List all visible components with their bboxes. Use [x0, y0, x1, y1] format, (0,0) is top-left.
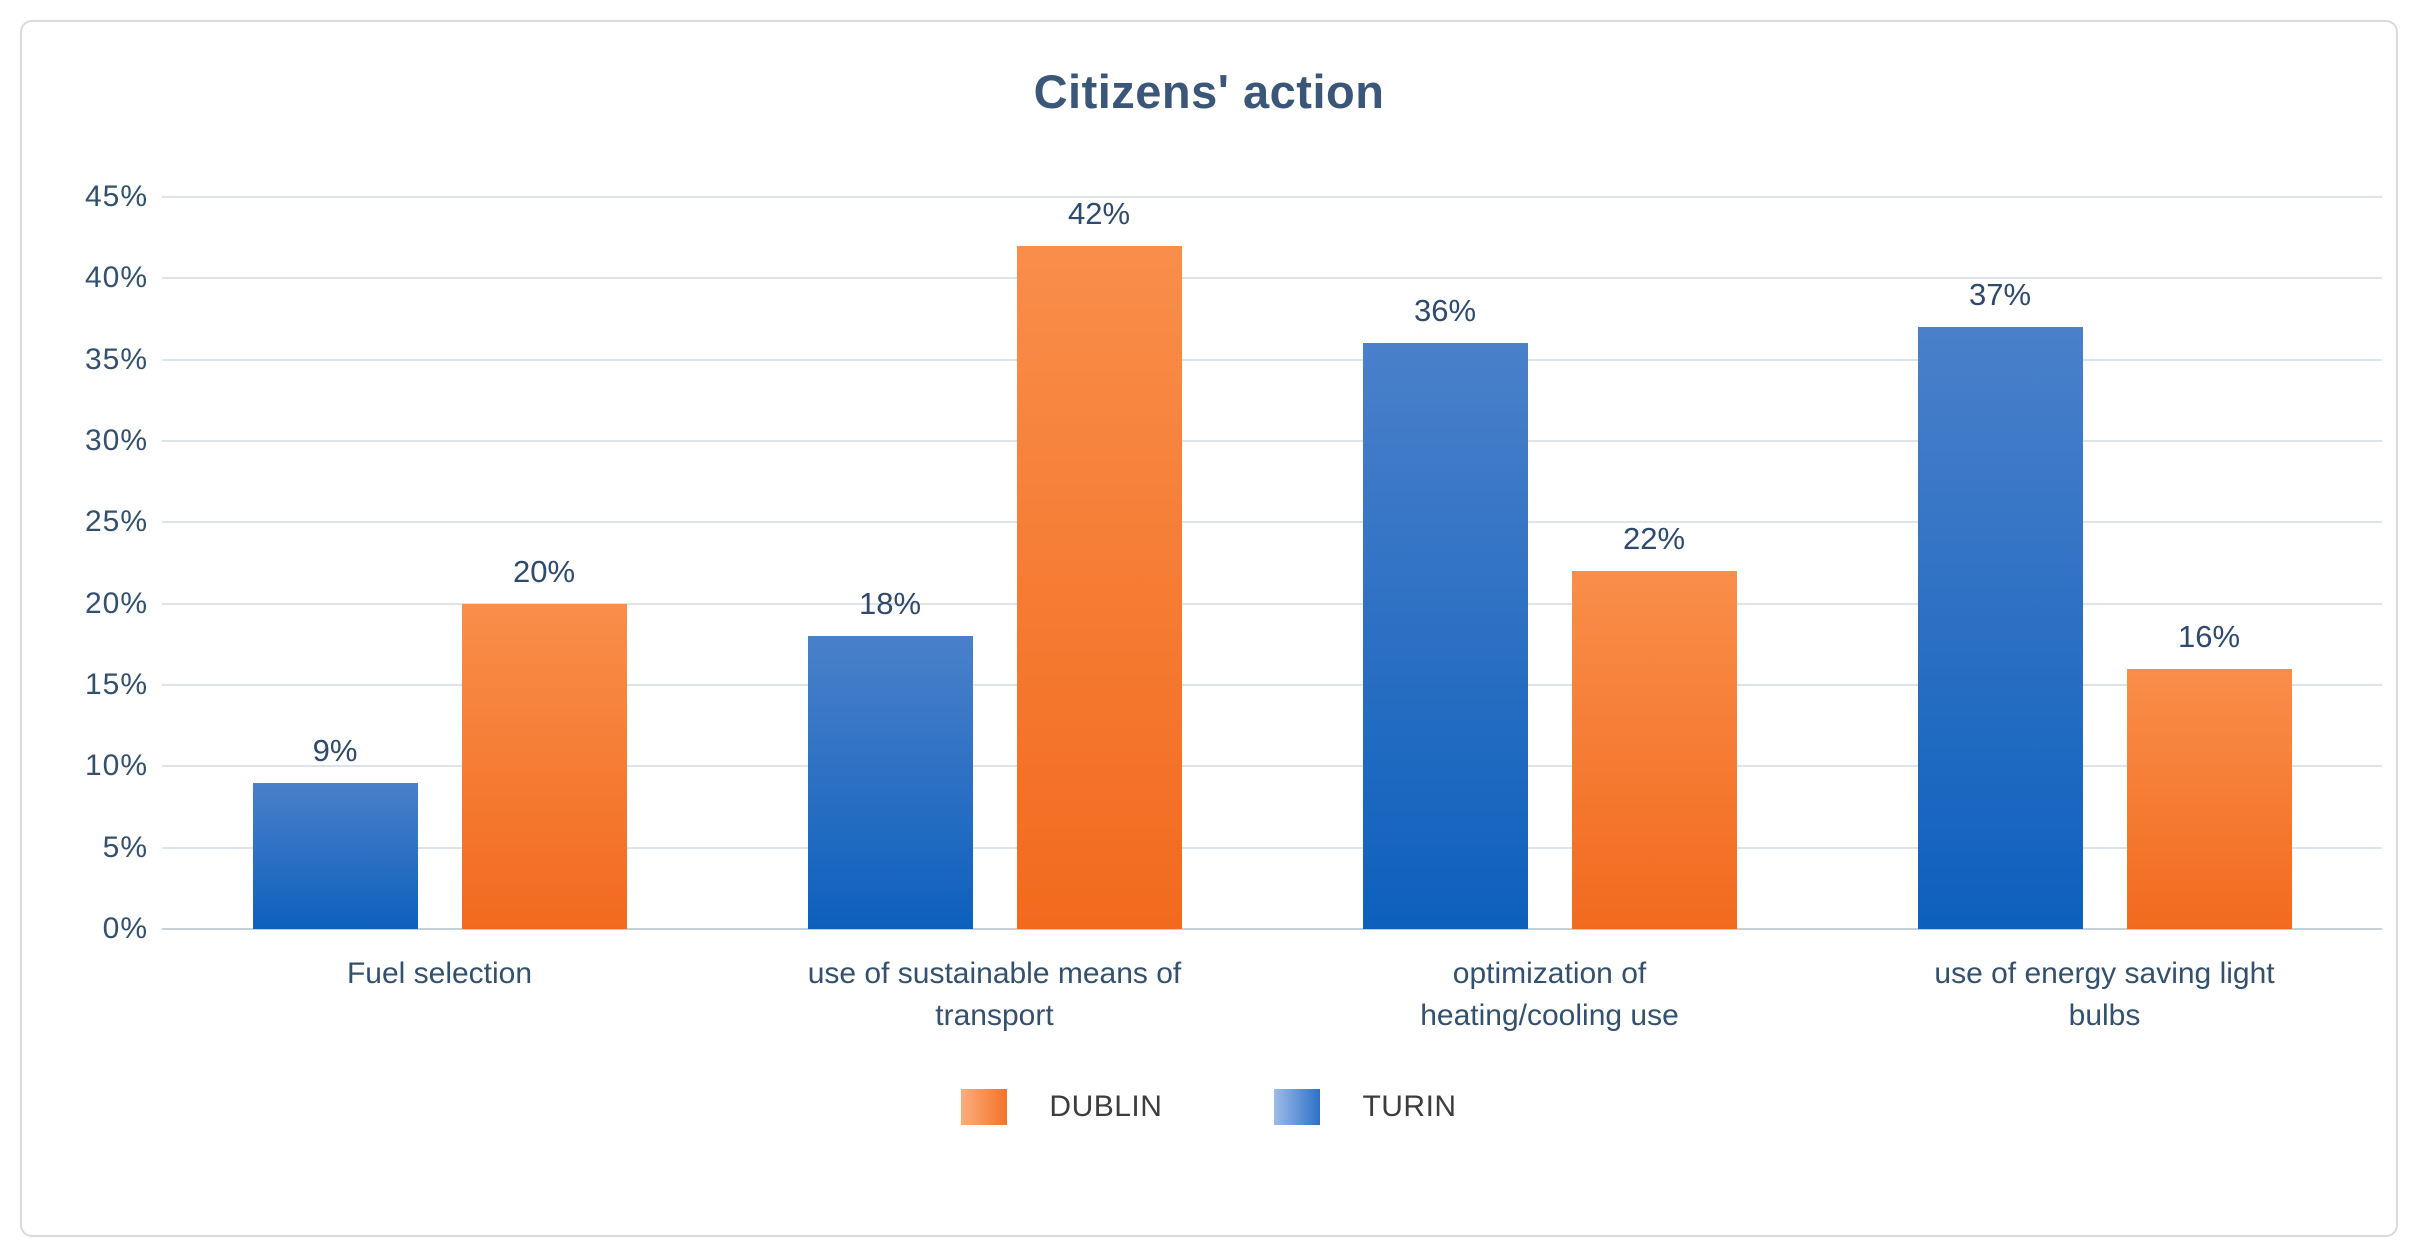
bar-turin: 18%	[807, 586, 973, 929]
legend: DUBLIN TURIN	[22, 1089, 2396, 1125]
y-tick-label: 0%	[102, 912, 148, 945]
y-tick-label: 30%	[84, 424, 148, 457]
legend-label: TURIN	[1362, 1090, 1457, 1123]
x-axis-labels: Fuel selection use of sustainable means o…	[162, 929, 2382, 1037]
bar-group: 37% 16%	[1827, 197, 2382, 929]
y-tick-label: 35%	[84, 342, 148, 376]
gridline	[162, 196, 2382, 198]
gridline	[162, 277, 2382, 280]
x-axis-line	[162, 928, 2382, 930]
plot-area: 9% 20% 18% 42% 36% 22% 37% 16%	[162, 196, 2382, 930]
chart-container: Citizens' action 45% 40% 35% 30% 25% 20% 15% 10…	[20, 20, 2398, 1237]
gridline	[162, 765, 2382, 768]
legend-swatch-dublin	[961, 1089, 1008, 1125]
y-tick-label: 5%	[102, 830, 148, 864]
y-tick-label: 20%	[84, 586, 148, 620]
bar-dublin: 22%	[1571, 521, 1737, 929]
bar-value-label: 22%	[1622, 521, 1686, 557]
gridline	[162, 358, 2382, 361]
gridline	[162, 439, 2382, 442]
bar-dublin: 20%	[461, 554, 627, 929]
bar-turin: 9%	[252, 733, 418, 929]
y-tick-label: 25%	[84, 505, 148, 539]
chart-title: Citizens' action	[1033, 65, 1385, 118]
category-label: use of sustainable means of transport	[807, 957, 1182, 1032]
bar-turin: 37%	[1917, 277, 2083, 929]
bar-dublin: 42%	[1016, 196, 1182, 929]
bar-value-label: 42%	[1067, 195, 1131, 231]
bar-value-label: 18%	[858, 586, 922, 622]
bar-value-label: 9%	[312, 732, 358, 768]
x-label-cell: use of sustainable means of transport	[717, 953, 1272, 1037]
category-label: use of energy saving light bulbs	[1934, 957, 2275, 1032]
x-label-cell: Fuel selection	[162, 953, 717, 1037]
bar-value-label: 36%	[1413, 293, 1477, 329]
y-axis: 45% 40% 35% 30% 25% 20% 15% 10% 5% 0%	[22, 180, 162, 945]
bar-value-label: 37%	[1968, 277, 2032, 313]
bar-group: 18% 42%	[717, 196, 1272, 929]
legend-item-dublin: DUBLIN	[961, 1089, 1162, 1125]
gridline	[162, 602, 2382, 605]
gridline	[162, 846, 2382, 849]
y-tick-label: 45%	[84, 180, 148, 213]
y-tick-label: 40%	[84, 261, 148, 295]
bar-group: 36% 22%	[1272, 197, 1827, 929]
y-tick-label: 15%	[84, 668, 148, 701]
y-tick-label: 10%	[84, 749, 148, 783]
bar-groups: 9% 20% 18% 42% 36% 22% 37% 16%	[162, 196, 2382, 929]
category-label: optimization of heating/cooling use	[1420, 957, 1679, 1032]
bar-value-label: 16%	[2177, 618, 2241, 654]
bar-group: 9% 20%	[162, 197, 717, 929]
plot-row: 45% 40% 35% 30% 25% 20% 15% 10% 5% 0% 9% 20% 18% 42%…	[22, 180, 2396, 945]
gridline	[162, 521, 2382, 524]
x-label-cell: use of energy saving light bulbs	[1827, 953, 2382, 1037]
legend-label: DUBLIN	[1049, 1090, 1163, 1123]
bar-turin: 36%	[1362, 293, 1528, 929]
x-label-cell: optimization of heating/cooling use	[1272, 953, 1827, 1037]
legend-swatch-turin	[1274, 1089, 1321, 1125]
legend-item-turin: TURIN	[1274, 1089, 1456, 1125]
gridline	[162, 683, 2382, 686]
category-label: Fuel selection	[346, 957, 533, 990]
bar-dublin: 16%	[2126, 619, 2292, 929]
bar-value-label: 20%	[512, 553, 576, 589]
